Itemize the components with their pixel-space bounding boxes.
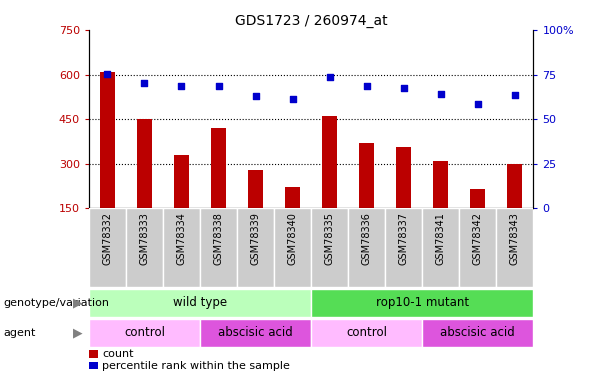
Bar <box>311 208 348 287</box>
Bar <box>470 189 485 208</box>
Text: GSM78333: GSM78333 <box>139 212 150 265</box>
Text: ▶: ▶ <box>73 326 83 339</box>
Text: GSM78334: GSM78334 <box>177 212 186 265</box>
Bar <box>285 188 300 208</box>
Text: agent: agent <box>3 328 36 338</box>
Bar <box>359 143 374 208</box>
Text: wild type: wild type <box>173 296 227 309</box>
Bar <box>322 116 337 208</box>
Title: GDS1723 / 260974_at: GDS1723 / 260974_at <box>235 13 387 28</box>
Bar <box>89 208 126 287</box>
Point <box>473 101 482 107</box>
Bar <box>200 319 311 347</box>
Text: control: control <box>124 326 165 339</box>
Bar <box>89 289 311 317</box>
Text: rop10-1 mutant: rop10-1 mutant <box>376 296 469 309</box>
Text: ▶: ▶ <box>73 296 83 309</box>
Bar <box>348 208 385 287</box>
Text: abscisic acid: abscisic acid <box>218 326 293 339</box>
Bar <box>274 208 311 287</box>
Point <box>102 70 112 76</box>
Point <box>251 93 261 99</box>
Text: GSM78340: GSM78340 <box>287 212 297 265</box>
Bar <box>497 208 533 287</box>
Point <box>510 92 520 98</box>
Text: GSM78341: GSM78341 <box>436 212 446 265</box>
Bar <box>433 160 448 208</box>
Bar <box>422 208 459 287</box>
Text: genotype/variation: genotype/variation <box>3 298 109 308</box>
Point <box>213 83 223 89</box>
Text: GSM78337: GSM78337 <box>398 212 409 265</box>
Bar <box>248 170 263 208</box>
Text: abscisic acid: abscisic acid <box>440 326 515 339</box>
Text: count: count <box>102 350 134 359</box>
Text: GSM78342: GSM78342 <box>473 212 483 265</box>
Bar <box>459 208 497 287</box>
Bar <box>89 319 200 347</box>
Bar <box>396 147 411 208</box>
Bar <box>508 164 522 208</box>
Text: GSM78338: GSM78338 <box>213 212 224 265</box>
Bar <box>126 208 163 287</box>
Bar <box>174 154 189 208</box>
Bar <box>89 362 98 369</box>
Point <box>177 83 186 89</box>
Bar <box>385 208 422 287</box>
Point <box>362 83 371 89</box>
Point <box>287 96 297 102</box>
Text: GSM78335: GSM78335 <box>325 212 335 265</box>
Text: GSM78339: GSM78339 <box>251 212 261 265</box>
Text: GSM78343: GSM78343 <box>510 212 520 265</box>
Text: GSM78336: GSM78336 <box>362 212 371 265</box>
Point <box>399 85 409 91</box>
Bar <box>211 128 226 208</box>
Bar <box>237 208 274 287</box>
Bar <box>311 319 422 347</box>
Point <box>140 80 150 86</box>
Bar <box>89 350 98 358</box>
Text: GSM78332: GSM78332 <box>102 212 112 265</box>
Text: control: control <box>346 326 387 339</box>
Text: percentile rank within the sample: percentile rank within the sample <box>102 361 290 370</box>
Bar <box>200 208 237 287</box>
Bar <box>100 72 115 208</box>
Bar <box>137 119 152 208</box>
Point <box>325 74 335 80</box>
Bar <box>311 289 533 317</box>
Point <box>436 91 446 97</box>
Bar <box>163 208 200 287</box>
Bar <box>422 319 533 347</box>
